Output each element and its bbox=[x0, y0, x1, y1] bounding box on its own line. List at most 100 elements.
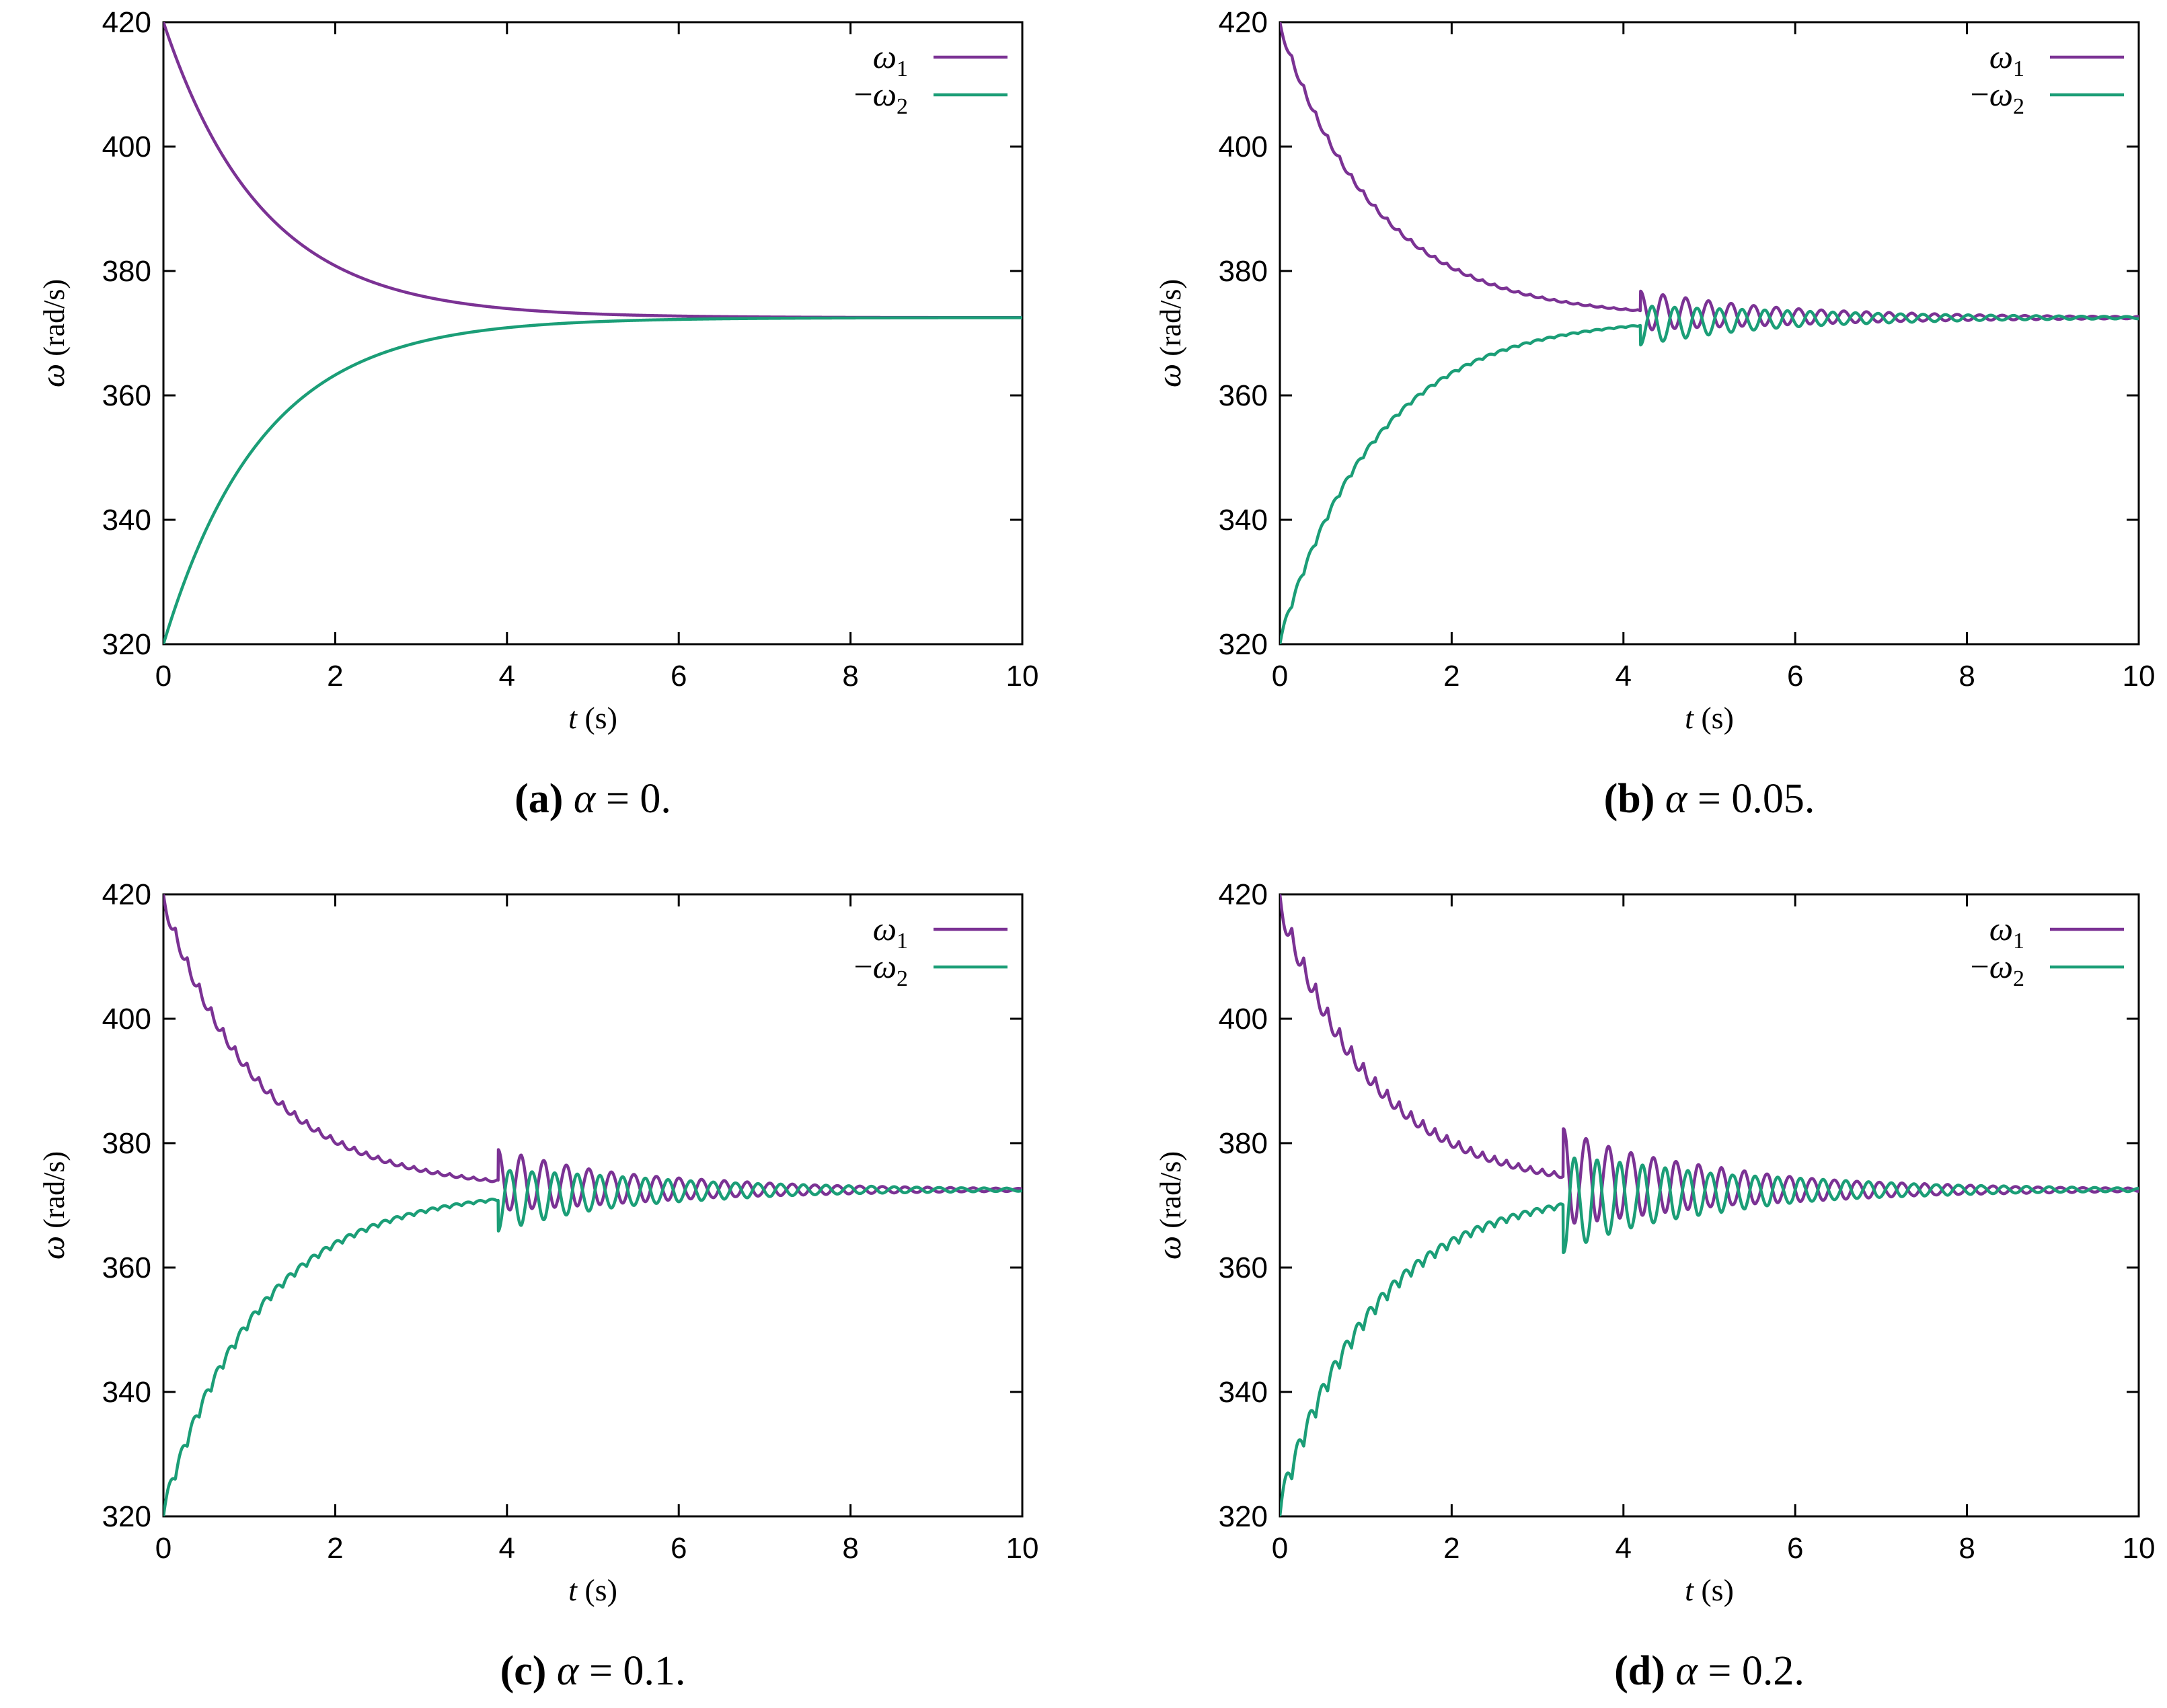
y-tick-label: 340 bbox=[102, 504, 151, 537]
y-tick-label: 360 bbox=[102, 379, 151, 412]
legend-omega2-symbol: ω bbox=[873, 947, 897, 985]
x-tick-label: 0 bbox=[155, 1532, 172, 1565]
y-axis-symbol: ω bbox=[34, 364, 71, 387]
x-tick-label: 0 bbox=[1272, 1532, 1288, 1565]
series-omega2-line bbox=[163, 1169, 1022, 1516]
legend-omega2-subscript: 2 bbox=[2013, 94, 2024, 119]
y-axis-label: ω (rad/s) bbox=[34, 1151, 71, 1259]
y-tick-label: 360 bbox=[102, 1251, 151, 1284]
x-tick-label: 8 bbox=[1959, 1532, 1975, 1565]
x-axis-label: t (s) bbox=[568, 1573, 617, 1607]
plot-frame bbox=[1279, 21, 2140, 646]
legend-omega1-label: ω1 bbox=[873, 38, 908, 81]
series-omega2-line bbox=[1280, 1156, 2139, 1516]
plot-frame bbox=[162, 893, 1024, 1518]
y-tick-label: 380 bbox=[102, 255, 151, 288]
x-axis-label: t (s) bbox=[1685, 1573, 1734, 1607]
y-tick-label: 380 bbox=[102, 1127, 151, 1160]
caption-alpha-symbol: α bbox=[1675, 1648, 1698, 1694]
x-axis-symbol: t bbox=[1685, 1573, 1694, 1607]
legend-omega1-subscript: 1 bbox=[897, 929, 908, 954]
legend-omega2-prefix: − bbox=[853, 75, 872, 113]
x-tick-label: 10 bbox=[1006, 660, 1039, 693]
y-axis-unit: (rad/s) bbox=[1154, 1151, 1187, 1229]
legend-omega2-label: −ω2 bbox=[1970, 75, 2024, 119]
legend-omega2-subscript: 2 bbox=[2013, 966, 2024, 991]
legend-omega2-subscript: 2 bbox=[897, 966, 908, 991]
series-omega2-line bbox=[163, 316, 1022, 644]
x-axis-unit: (s) bbox=[1701, 701, 1734, 735]
x-axis-unit: (s) bbox=[584, 1573, 617, 1607]
legend-omega2-label: −ω2 bbox=[853, 75, 908, 119]
legend-omega2-label: −ω2 bbox=[853, 947, 908, 991]
caption-alpha-symbol: α bbox=[557, 1648, 580, 1694]
plot-frame bbox=[1279, 893, 2140, 1518]
x-axis-symbol: t bbox=[568, 1573, 578, 1607]
x-tick-label: 0 bbox=[155, 660, 172, 693]
y-axis-symbol: ω bbox=[1150, 364, 1188, 387]
y-axis-symbol: ω bbox=[1150, 1236, 1188, 1259]
y-axis-unit: (rad/s) bbox=[38, 1151, 71, 1229]
x-axis-symbol: t bbox=[1685, 701, 1694, 735]
y-tick-label: 420 bbox=[102, 6, 151, 39]
y-axis-label: ω (rad/s) bbox=[1150, 1151, 1188, 1259]
x-tick-label: 4 bbox=[1615, 1532, 1632, 1565]
legend-omega1-subscript: 1 bbox=[2013, 56, 2024, 81]
legend-omega1-subscript: 1 bbox=[2013, 929, 2024, 954]
x-tick-label: 2 bbox=[327, 660, 343, 693]
x-axis-unit: (s) bbox=[1701, 1573, 1734, 1607]
y-tick-label: 400 bbox=[102, 1003, 151, 1036]
series-omega2-line bbox=[1280, 305, 2139, 644]
y-tick-label: 360 bbox=[1219, 1251, 1268, 1284]
legend-omega1-label: ω1 bbox=[1989, 38, 2024, 81]
x-tick-label: 8 bbox=[842, 1532, 858, 1565]
y-tick-label: 420 bbox=[1219, 878, 1268, 911]
x-axis-symbol: t bbox=[568, 701, 578, 735]
x-axis-label: t (s) bbox=[568, 701, 617, 735]
y-axis-label: ω (rad/s) bbox=[34, 279, 71, 387]
x-tick-label: 8 bbox=[842, 660, 858, 693]
panel-caption: (d) α = 0.2. bbox=[1614, 1648, 1804, 1694]
legend-omega2-prefix: − bbox=[1970, 947, 1989, 985]
x-tick-label: 4 bbox=[499, 1532, 515, 1565]
legend-omega2-symbol: ω bbox=[1989, 75, 2013, 113]
x-tick-label: 2 bbox=[1443, 660, 1459, 693]
caption-alpha-symbol: α bbox=[574, 776, 597, 822]
legend-omega2-prefix: − bbox=[1970, 75, 1989, 113]
x-tick-label: 2 bbox=[327, 1532, 343, 1565]
panel-caption: (b) α = 0.05. bbox=[1604, 776, 1815, 822]
caption-alpha-value: = 0.1. bbox=[578, 1648, 685, 1694]
x-tick-label: 6 bbox=[671, 660, 687, 693]
y-tick-label: 320 bbox=[102, 1500, 151, 1533]
legend-omega2-subscript: 2 bbox=[897, 94, 908, 119]
panel-caption: (c) α = 0.1. bbox=[500, 1648, 686, 1694]
panel-caption: (a) α = 0. bbox=[515, 776, 671, 822]
legend-omega1-symbol: ω bbox=[1989, 38, 2013, 75]
caption-letter: (c) bbox=[500, 1648, 547, 1694]
y-tick-label: 340 bbox=[1219, 504, 1268, 537]
y-tick-label: 360 bbox=[1219, 379, 1268, 412]
x-tick-label: 2 bbox=[1443, 1532, 1459, 1565]
y-axis-unit: (rad/s) bbox=[1154, 279, 1187, 356]
y-tick-label: 420 bbox=[102, 878, 151, 911]
legend-omega1-symbol: ω bbox=[873, 910, 897, 947]
x-tick-label: 6 bbox=[1787, 1532, 1803, 1565]
y-tick-label: 340 bbox=[1219, 1376, 1268, 1409]
x-tick-label: 6 bbox=[671, 1532, 687, 1565]
x-axis-unit: (s) bbox=[584, 701, 617, 735]
x-tick-label: 6 bbox=[1787, 660, 1803, 693]
y-tick-label: 400 bbox=[1219, 1003, 1268, 1036]
caption-letter: (a) bbox=[515, 776, 563, 822]
x-tick-label: 0 bbox=[1272, 660, 1288, 693]
caption-alpha-value: = 0. bbox=[595, 776, 671, 822]
caption-alpha-symbol: α bbox=[1665, 776, 1688, 822]
caption-alpha-value: = 0.05. bbox=[1687, 776, 1815, 822]
legend-omega1-label: ω1 bbox=[873, 910, 908, 954]
y-tick-label: 400 bbox=[1219, 130, 1268, 163]
x-axis-label: t (s) bbox=[1685, 701, 1734, 735]
